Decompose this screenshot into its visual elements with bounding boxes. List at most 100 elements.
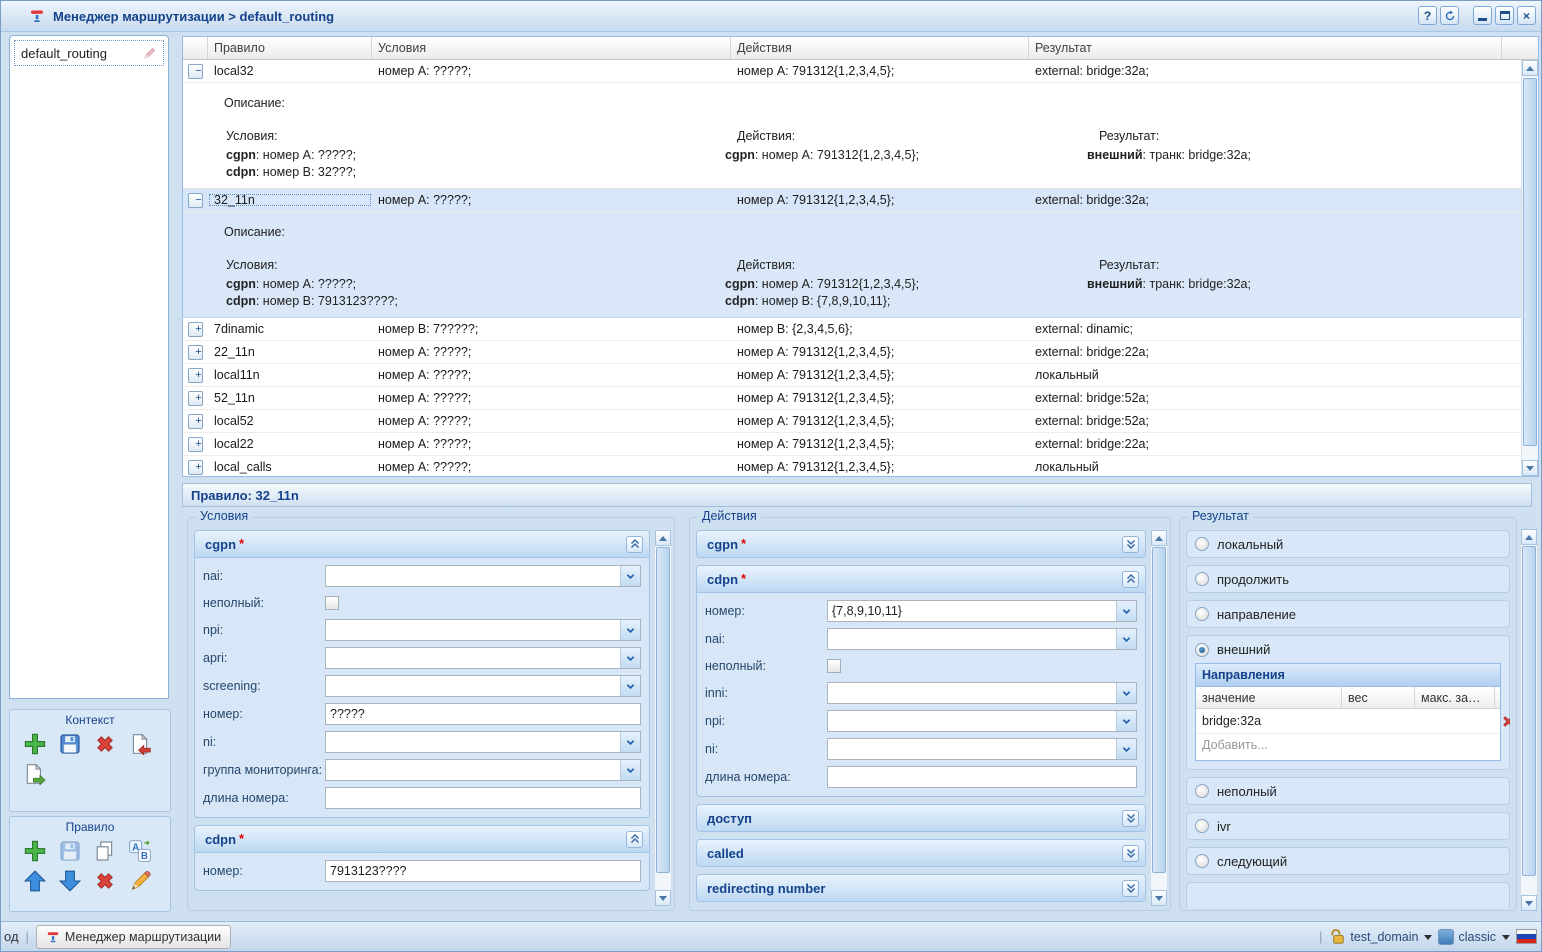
- act-number-combobox[interactable]: {7,8,9,10,11}: [827, 600, 1137, 622]
- result-option-partial[interactable]: [1186, 882, 1510, 908]
- result-option-direction[interactable]: направление: [1186, 600, 1510, 628]
- column-header-value[interactable]: значение: [1196, 687, 1342, 708]
- language-flag-icon[interactable]: [1516, 929, 1537, 944]
- expand-section-button[interactable]: [1122, 535, 1139, 553]
- theme-selector[interactable]: classic: [1438, 928, 1516, 945]
- called-section-header[interactable]: called: [697, 840, 1145, 866]
- combo-dropdown-button[interactable]: [620, 648, 640, 668]
- combo-dropdown-button[interactable]: [1116, 683, 1136, 703]
- rule-save-button[interactable]: [57, 838, 83, 864]
- column-header-result[interactable]: Результат: [1029, 37, 1502, 59]
- scroll-down-arrow[interactable]: [655, 890, 671, 906]
- nai-combobox[interactable]: [325, 565, 641, 587]
- grid-row-7dinamic[interactable]: + 7dinamic номер В: 7?????; номер В: {2,…: [183, 318, 1521, 341]
- taskbar-app-button[interactable]: Менеджер маршрутизации: [35, 924, 232, 949]
- column-header-conditions[interactable]: Условия: [372, 37, 731, 59]
- expand-row-button[interactable]: +: [188, 390, 203, 406]
- result-option-continue[interactable]: продолжить: [1186, 565, 1510, 593]
- ni-combobox[interactable]: [325, 731, 641, 753]
- help-button[interactable]: ?: [1418, 6, 1437, 25]
- expand-row-button[interactable]: +: [188, 436, 203, 452]
- act-ni-combobox[interactable]: [827, 738, 1137, 760]
- collapse-section-button[interactable]: [626, 535, 643, 553]
- column-header-actions[interactable]: Действия: [731, 37, 1029, 59]
- combo-dropdown-button[interactable]: [620, 676, 640, 696]
- result-option-ivr[interactable]: ivr: [1186, 812, 1510, 840]
- npi-combobox[interactable]: [325, 619, 641, 641]
- rule-move-up-button[interactable]: [22, 868, 48, 894]
- context-import-button[interactable]: [127, 731, 153, 757]
- collapse-row-button[interactable]: −: [188, 192, 203, 208]
- scroll-up-arrow[interactable]: [655, 530, 671, 546]
- cdpn-number-input[interactable]: [325, 860, 641, 882]
- scrollbar-thumb[interactable]: [656, 547, 670, 873]
- grid-row-local22[interactable]: + local22 номер А: ?????; номер А: 79131…: [183, 433, 1521, 456]
- grid-row-local11n[interactable]: + local11n номер А: ?????; номер А: 7913…: [183, 364, 1521, 387]
- expand-row-button[interactable]: +: [188, 459, 203, 475]
- column-header-weight[interactable]: вес: [1342, 687, 1415, 708]
- combo-dropdown-button[interactable]: [1116, 739, 1136, 759]
- result-option-external[interactable]: внешний Направления значение вес макс. з…: [1186, 635, 1510, 770]
- scrollbar-thumb[interactable]: [1152, 547, 1166, 873]
- close-button[interactable]: ×: [1517, 6, 1536, 25]
- refresh-button[interactable]: [1440, 6, 1459, 25]
- combo-dropdown-button[interactable]: [620, 760, 640, 780]
- grid-row-local-calls[interactable]: + local_calls номер А: ?????; номер А: 7…: [183, 456, 1521, 476]
- collapse-section-button[interactable]: [626, 830, 643, 848]
- result-option-incomplete[interactable]: неполный: [1186, 777, 1510, 805]
- number-input[interactable]: [325, 703, 641, 725]
- screening-combobox[interactable]: [325, 675, 641, 697]
- cgpn-section-header[interactable]: cgpn *: [697, 531, 1145, 557]
- expand-section-button[interactable]: [1122, 844, 1139, 862]
- incomplete-checkbox[interactable]: [325, 596, 339, 610]
- scroll-up-arrow[interactable]: [1521, 529, 1537, 545]
- scrollbar-thumb[interactable]: [1522, 546, 1536, 876]
- act-number-length-input[interactable]: [827, 766, 1137, 788]
- expand-section-button[interactable]: [1122, 879, 1139, 897]
- grid-row-22-11n[interactable]: + 22_11n номер А: ?????; номер А: 791312…: [183, 341, 1521, 364]
- context-add-button[interactable]: [22, 731, 48, 757]
- rule-add-button[interactable]: [22, 838, 48, 864]
- direction-row-bridge32a[interactable]: bridge:32a: [1196, 709, 1500, 734]
- form-panel-scrollbar[interactable]: [1520, 529, 1537, 911]
- expand-section-button[interactable]: [1122, 809, 1139, 827]
- grid-row-local32[interactable]: − local32 номер А: ?????; номер А: 79131…: [183, 60, 1521, 83]
- grid-scrollbar[interactable]: [1521, 60, 1538, 476]
- column-header-max[interactable]: макс. за…: [1415, 687, 1495, 708]
- act-inni-combobox[interactable]: [827, 682, 1137, 704]
- scrollbar-thumb[interactable]: [1523, 78, 1537, 446]
- scroll-up-arrow[interactable]: [1151, 530, 1167, 546]
- rule-move-down-button[interactable]: [57, 868, 83, 894]
- collapse-row-button[interactable]: −: [188, 63, 203, 79]
- cgpn-section-header[interactable]: cgpn *: [195, 531, 649, 558]
- result-option-local[interactable]: локальный: [1186, 530, 1510, 558]
- context-save-button[interactable]: [57, 731, 83, 757]
- combo-dropdown-button[interactable]: [620, 732, 640, 752]
- rule-rename-button[interactable]: [127, 838, 153, 864]
- scroll-down-arrow[interactable]: [1521, 895, 1537, 911]
- combo-dropdown-button[interactable]: [1116, 601, 1136, 621]
- collapse-section-button[interactable]: [1122, 570, 1139, 588]
- context-export-button[interactable]: [22, 761, 48, 787]
- context-delete-button[interactable]: [92, 731, 118, 757]
- access-section-header[interactable]: доступ: [697, 805, 1145, 831]
- combo-dropdown-button[interactable]: [1116, 629, 1136, 649]
- domain-selector[interactable]: test_domain: [1329, 928, 1438, 945]
- edit-pencil-icon[interactable]: [143, 46, 157, 60]
- scroll-down-arrow[interactable]: [1522, 460, 1538, 476]
- scroll-down-arrow[interactable]: [1151, 890, 1167, 906]
- conditions-scrollbar[interactable]: [654, 530, 671, 906]
- actions-scrollbar[interactable]: [1150, 530, 1167, 906]
- delete-direction-icon[interactable]: [1501, 714, 1510, 729]
- grid-row-32-11n[interactable]: − 32_11n номер А: ?????; номер А: 791312…: [183, 189, 1521, 212]
- rule-copy-button[interactable]: [92, 838, 118, 864]
- expand-row-button[interactable]: +: [188, 344, 203, 360]
- rule-edit-button[interactable]: [127, 868, 153, 894]
- cdpn-section-header[interactable]: cdpn *: [697, 566, 1145, 593]
- act-incomplete-checkbox[interactable]: [827, 659, 841, 673]
- sidebar-item-default-routing[interactable]: default_routing: [14, 40, 164, 66]
- combo-dropdown-button[interactable]: [1116, 711, 1136, 731]
- combo-dropdown-button[interactable]: [620, 620, 640, 640]
- redirecting-number-section-header[interactable]: redirecting number: [697, 875, 1145, 901]
- expand-row-button[interactable]: +: [188, 413, 203, 429]
